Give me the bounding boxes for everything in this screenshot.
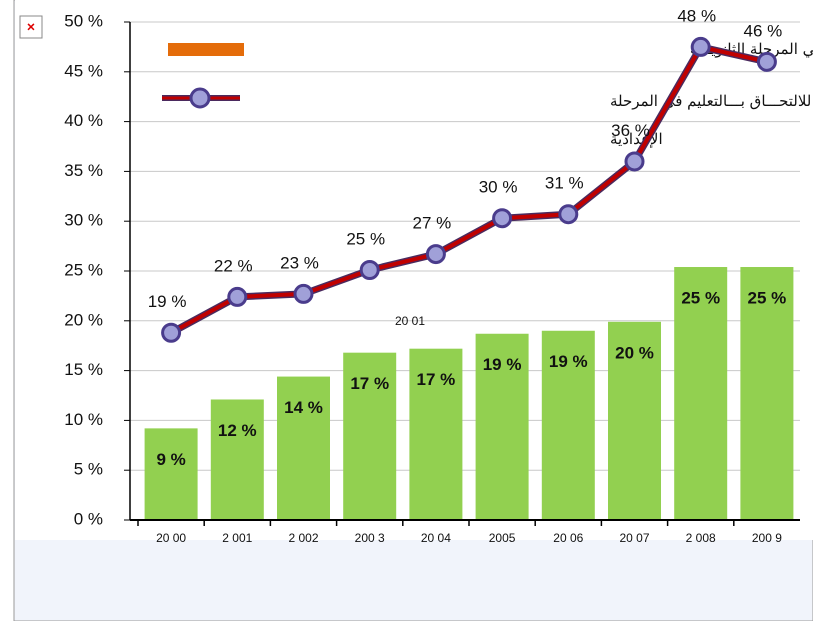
bar-value-label: 17 %: [350, 374, 389, 393]
line-marker: [624, 151, 645, 172]
bar: [740, 267, 794, 520]
y-tick-label: 45 %: [64, 61, 103, 80]
line-marker: [756, 51, 777, 72]
x-tick-label: 2 002: [288, 531, 318, 545]
y-tick-label: 25 %: [64, 260, 103, 279]
line-value-label: 31 %: [545, 174, 584, 193]
bar: [277, 376, 330, 520]
line-marker: [293, 283, 314, 304]
line-value-label: 30 %: [479, 178, 518, 197]
line-value-label: 25 %: [346, 229, 385, 248]
y-tick-label: 30 %: [64, 211, 103, 230]
x-tick-label: 200 3: [355, 531, 385, 545]
bar-value-label: 19 %: [483, 355, 522, 374]
y-tick-label: 10 %: [64, 410, 103, 429]
line: [170, 44, 768, 335]
broken-image-icon: ×: [19, 15, 43, 39]
y-tick-label: 5 %: [74, 460, 103, 479]
bar: [144, 428, 198, 520]
line-marker: [227, 286, 248, 307]
bar: [210, 399, 264, 520]
legend: المعدل الصـــافي للالتحـــاق بـــالتعليم…: [162, 40, 813, 148]
x-tick-label: 20 07: [619, 531, 649, 545]
line-value-label: 22 %: [214, 256, 253, 275]
bar: [409, 348, 463, 520]
line-marker: [492, 208, 513, 229]
y-tick-label: 15 %: [64, 360, 103, 379]
bar: [475, 333, 529, 520]
bar: [541, 330, 595, 520]
x-tick-label: 2 001: [222, 531, 252, 545]
svg-text:×: ×: [27, 19, 35, 35]
line-value-label: 27 %: [413, 214, 452, 233]
x-tick-label: 20 04: [421, 531, 451, 545]
bar-value-label: 25 %: [748, 289, 787, 308]
line-value-label: 23 %: [280, 253, 319, 272]
line-value-label: 36 %: [611, 121, 650, 140]
bar: [674, 267, 728, 520]
x-tick-label: 20 06: [553, 531, 583, 545]
y-tick-label: 50 %: [64, 11, 103, 30]
y-tick-label: 20 %: [64, 310, 103, 329]
bar-value-label: 17 %: [417, 370, 456, 389]
bar-value-label: 14 %: [284, 398, 323, 417]
line-marker: [558, 204, 579, 225]
x-tick-label: 200 9: [752, 531, 782, 545]
bar-value-label: 25 %: [681, 289, 720, 308]
bar-value-label: 9 %: [156, 450, 185, 469]
x-tick-label: 2 008: [686, 531, 716, 545]
bar-value-label: 12 %: [218, 421, 257, 440]
line-value-label: 46 %: [744, 21, 783, 40]
bar-value-label: 19 %: [549, 352, 588, 371]
bar: [608, 321, 661, 520]
bar: [343, 352, 397, 520]
line-value-label: 19 %: [148, 292, 187, 311]
line-marker: [690, 36, 711, 57]
line-value-label: 48 %: [677, 6, 716, 25]
y-tick-label: 0 %: [74, 509, 103, 528]
y-tick-label: 35 %: [64, 161, 103, 180]
bar-value-label: 20 %: [615, 343, 654, 362]
annotation: 20 01: [395, 314, 425, 328]
legend-marker: [189, 87, 211, 109]
line-marker: [425, 244, 446, 265]
legend-swatch-bar: [168, 43, 244, 56]
line-marker: [359, 260, 380, 281]
x-tick-label: 20 00: [156, 531, 186, 545]
x-tick-label: 2005: [489, 531, 516, 545]
y-tick-label: 40 %: [64, 111, 103, 130]
line-marker: [161, 322, 182, 343]
